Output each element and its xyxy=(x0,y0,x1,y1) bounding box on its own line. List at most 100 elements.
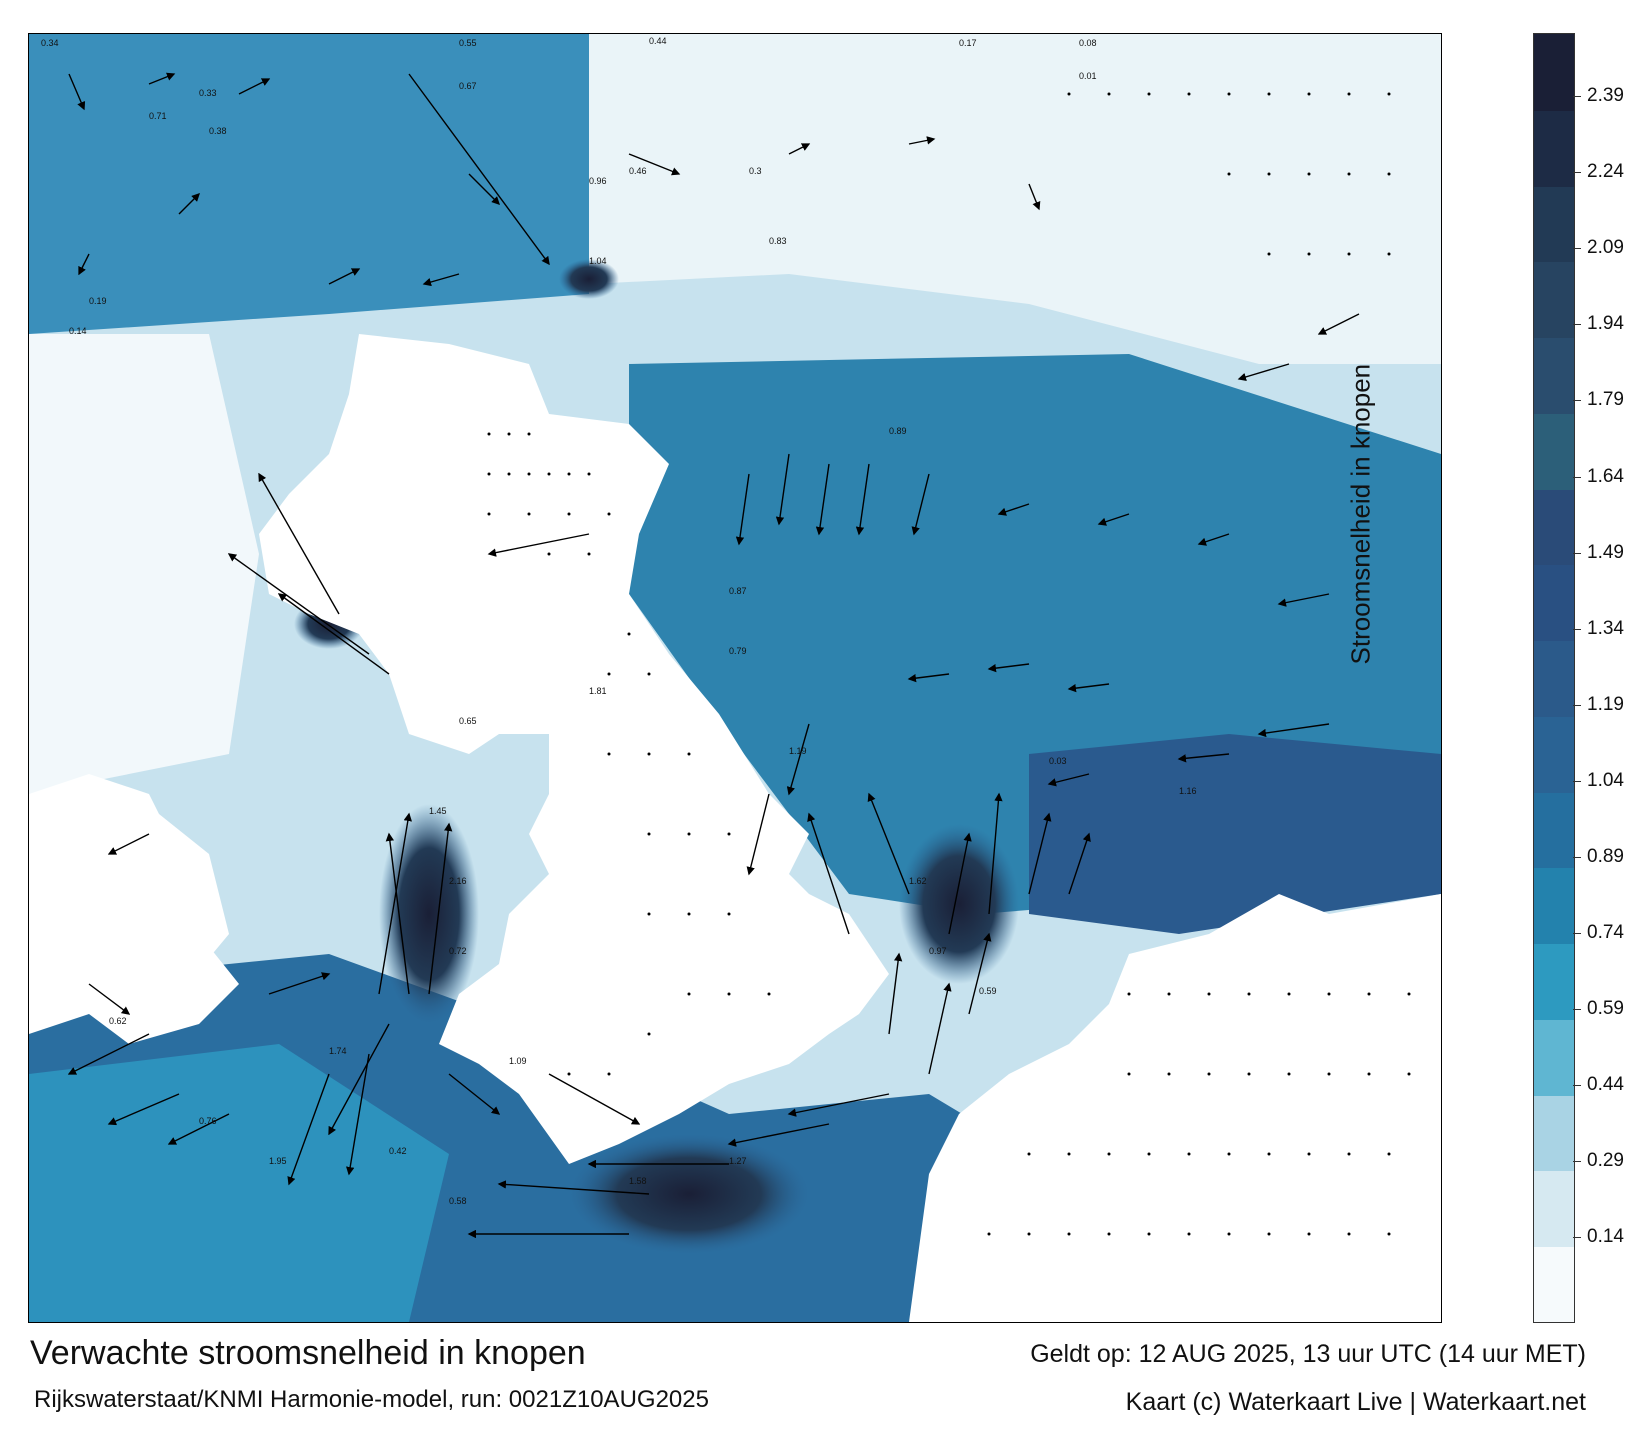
colorbar-tick xyxy=(1573,1237,1581,1238)
credit: Kaart (c) Waterkaart Live | Waterkaart.n… xyxy=(1125,1388,1586,1416)
colorbar-band xyxy=(1534,791,1574,869)
speed-label: 0.38 xyxy=(209,126,227,136)
colorbar-band xyxy=(1534,867,1574,945)
colorbar-band xyxy=(1534,109,1574,187)
current-speed-map: 0.34 0.55 0.44 0.17 0.08 0.01 0.33 0.38 0.67 0.71… xyxy=(28,33,1442,1323)
colorbar-band xyxy=(1534,261,1574,339)
colorbar-band xyxy=(1534,337,1574,414)
speed-label: 1.62 xyxy=(909,876,927,886)
speed-label: 0.33 xyxy=(199,88,217,98)
speed-label: 0.72 xyxy=(449,946,467,956)
map-title: Verwachte stroomsnelheid in knopen xyxy=(30,1334,586,1372)
colorbar-band xyxy=(1534,1246,1574,1322)
colorbar-tick-label: 1.19 xyxy=(1587,694,1624,715)
land-island-west xyxy=(69,814,229,994)
speed-label: 0.03 xyxy=(1049,756,1067,766)
map-canvas: 0.34 0.55 0.44 0.17 0.08 0.01 0.33 0.38 0.67 0.71… xyxy=(29,34,1441,1322)
colorbar-band xyxy=(1534,185,1574,263)
hotspot-2 xyxy=(899,824,1019,984)
colorbar-tick xyxy=(1573,553,1581,554)
speed-label: 0.87 xyxy=(729,586,747,596)
colorbar-tick xyxy=(1573,781,1581,782)
colorbar-tick-label: 0.29 xyxy=(1587,1150,1624,1171)
colorbar-band xyxy=(1534,1170,1574,1248)
speed-label: 2.16 xyxy=(449,876,467,886)
colorbar-tick xyxy=(1573,1009,1581,1010)
speed-labels: 0.34 0.55 0.44 0.17 0.08 0.01 0.33 0.38 0.67 0.71… xyxy=(41,36,1197,1206)
speed-label: 0.79 xyxy=(729,646,747,656)
land-north xyxy=(259,334,889,1164)
speed-label: 0.83 xyxy=(769,236,787,246)
hotspot-3 xyxy=(379,804,479,1024)
speed-label: 1.95 xyxy=(269,1156,287,1166)
colorbar-band xyxy=(1534,715,1574,793)
speed-label: 0.62 xyxy=(109,1016,127,1026)
colorbar-band xyxy=(1534,488,1574,566)
speed-label: 0.71 xyxy=(149,111,167,121)
speed-label: 0.44 xyxy=(649,36,667,46)
speed-label: 1.45 xyxy=(429,806,447,816)
colorbar-band xyxy=(1534,1094,1574,1172)
speed-label: 0.58 xyxy=(449,1196,467,1206)
speed-label: 0.76 xyxy=(199,1116,217,1126)
colorbar-tick xyxy=(1573,477,1581,478)
colorbar-band xyxy=(1534,1018,1574,1096)
speed-label: 1.04 xyxy=(589,256,607,266)
speed-label: 1.27 xyxy=(729,1156,747,1166)
speed-label: 0.17 xyxy=(959,38,977,48)
speed-label: 0.96 xyxy=(589,176,607,186)
speed-label: 1.19 xyxy=(789,746,807,756)
speed-label: 1.16 xyxy=(1179,786,1197,796)
land-east xyxy=(909,894,1441,1322)
speed-label: 0.97 xyxy=(929,946,947,956)
colorbar-tick-label: 2.39 xyxy=(1587,85,1624,106)
speed-label: 1.09 xyxy=(509,1056,527,1066)
hotspot-1 xyxy=(569,1134,809,1254)
colorbar-tick-label: 1.34 xyxy=(1587,618,1624,639)
speed-label: 0.55 xyxy=(459,38,477,48)
sea-northeast-light xyxy=(589,34,1441,364)
colorbar-tick-label: 1.79 xyxy=(1587,389,1624,410)
speed-label: 0.01 xyxy=(1079,71,1097,81)
sea-upper-mid xyxy=(29,34,589,334)
grid-dots xyxy=(487,92,1411,1236)
dutch-coast-sea xyxy=(1029,734,1441,934)
flow-arrows xyxy=(67,72,1360,1239)
colorbar-tick-label: 2.24 xyxy=(1587,161,1624,182)
colorbar-tick xyxy=(1573,248,1581,249)
colorbar-tick xyxy=(1573,857,1581,858)
colorbar-tick-label: 0.74 xyxy=(1587,922,1624,943)
speed-label: 0.65 xyxy=(459,716,477,726)
colorbar-tick xyxy=(1573,1161,1581,1162)
model-run: Rijkswaterstaat/KNMI Harmonie-model, run… xyxy=(34,1386,709,1413)
colorbar-tick xyxy=(1573,629,1581,630)
colorbar-tick-label: 0.59 xyxy=(1587,998,1624,1019)
speed-label: 0.08 xyxy=(1079,38,1097,48)
colorbar-tick-label: 1.04 xyxy=(1587,770,1624,791)
colorbar-tick-label: 2.09 xyxy=(1587,237,1624,258)
colorbar-band xyxy=(1534,412,1574,490)
valid-time: Geldt op: 12 AUG 2025, 13 uur UTC (14 uu… xyxy=(1030,1340,1586,1368)
speed-label: 0.89 xyxy=(889,426,907,436)
speed-label: 0.59 xyxy=(979,986,997,996)
speed-label: 0.3 xyxy=(749,166,762,176)
speed-label: 0.67 xyxy=(459,81,477,91)
colorbar-tick-label: 0.89 xyxy=(1587,846,1624,867)
colorbar-tick-label: 0.44 xyxy=(1587,1074,1624,1095)
colorbar xyxy=(1533,33,1575,1323)
colorbar-band xyxy=(1534,34,1574,111)
speed-label: 0.14 xyxy=(69,326,87,336)
colorbar-band xyxy=(1534,564,1574,642)
speed-label: 1.74 xyxy=(329,1046,347,1056)
colorbar-tick-label: 1.49 xyxy=(1587,542,1624,563)
speed-label: 0.46 xyxy=(629,166,647,176)
colorbar-tick-label: 1.64 xyxy=(1587,466,1624,487)
colorbar-tick-label: 0.14 xyxy=(1587,1226,1624,1247)
colorbar-tick xyxy=(1573,324,1581,325)
colorbar-band xyxy=(1534,640,1574,717)
sea-west-light xyxy=(29,334,259,794)
colorbar-tick xyxy=(1573,400,1581,401)
colorbar-tick xyxy=(1573,96,1581,97)
speed-label: 0.42 xyxy=(389,1146,407,1156)
colorbar-band xyxy=(1534,943,1574,1020)
